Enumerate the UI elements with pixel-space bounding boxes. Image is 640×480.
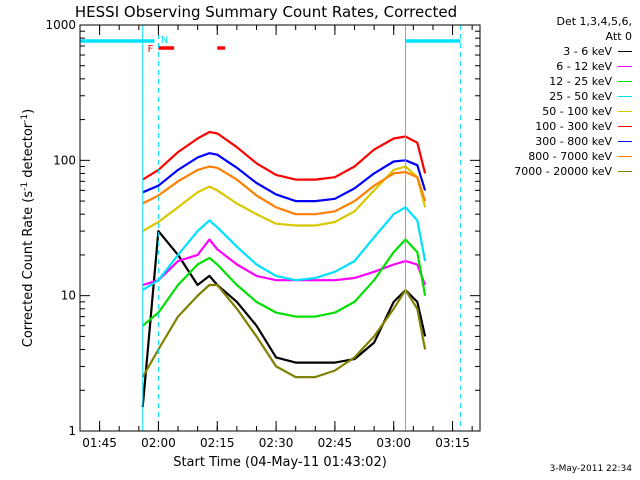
legend-label: 300 - 800 keV <box>535 135 612 148</box>
legend-swatch <box>618 66 632 67</box>
series-line-2 <box>142 238 427 287</box>
series-line-7 <box>142 152 427 203</box>
y-tick-label: 100 <box>53 153 76 167</box>
legend-swatch <box>618 111 632 112</box>
legend-swatch <box>618 96 632 97</box>
legend-header-line-1: Det 1,3,4,5,6, <box>556 15 632 28</box>
legend-label: 25 - 50 keV <box>549 90 612 103</box>
legend-entry: 12 - 25 keV <box>514 74 632 89</box>
legend-swatch <box>618 141 632 142</box>
legend-swatch <box>618 126 632 127</box>
series-layer <box>141 130 427 408</box>
x-tick-label: 02:45 <box>318 436 353 450</box>
flag-label-f: F <box>148 44 154 55</box>
legend: Det 1,3,4,5,6, Att 0 3 - 6 keV 6 - 12 ke… <box>514 14 632 179</box>
x-tick-label: 02:15 <box>200 436 235 450</box>
y-tick-label: 10 <box>61 289 76 303</box>
legend-label: 3 - 6 keV <box>563 45 612 58</box>
x-tick-label: 03:00 <box>376 436 411 450</box>
legend-label: 100 - 300 keV <box>535 120 612 133</box>
y-tick-label: 1000 <box>45 18 76 32</box>
legend-header-line-2: Att 0 <box>605 30 632 43</box>
legend-label: 6 - 12 keV <box>556 60 612 73</box>
legend-swatch <box>618 156 632 157</box>
legend-label: 800 - 7000 keV <box>528 150 612 163</box>
y-axis-label: Corrected Count Rate (s-1 detector-1) <box>20 109 36 347</box>
series-line-6 <box>142 130 427 181</box>
legend-label: 7000 - 20000 keV <box>514 165 612 178</box>
x-tick-label: 02:00 <box>141 436 176 450</box>
series-line-4 <box>142 206 427 292</box>
annotation-layer: FN <box>80 25 461 431</box>
legend-entry: 3 - 6 keV <box>514 44 632 59</box>
legend-swatch <box>618 171 632 172</box>
x-tick-label: 03:15 <box>435 436 470 450</box>
legend-label: 12 - 25 keV <box>549 75 612 88</box>
legend-entry: 300 - 800 keV <box>514 134 632 149</box>
plot-frame <box>79 24 481 432</box>
legend-entry: 6 - 12 keV <box>514 59 632 74</box>
series-line-8 <box>142 165 427 216</box>
legend-entry: 7000 - 20000 keV <box>514 164 632 179</box>
x-axis: 01:45 02:00 02:15 02:30 02:45 03:00 03:15 <box>79 25 473 450</box>
series-line-3 <box>141 238 427 327</box>
legend-entry: 25 - 50 keV <box>514 89 632 104</box>
legend-entry: 50 - 100 keV <box>514 104 632 119</box>
legend-swatch <box>618 81 632 82</box>
series-line-1 <box>141 230 427 408</box>
series-line-9 <box>141 283 427 379</box>
legend-entry: 100 - 300 keV <box>514 119 632 134</box>
x-tick-label: 02:30 <box>259 436 294 450</box>
chart-title: HESSI Observing Summary Count Rates, Cor… <box>75 3 457 21</box>
legend-label: 50 - 100 keV <box>542 105 612 118</box>
x-axis-label: Start Time (04-May-11 01:43:02) <box>173 455 387 470</box>
series-line-5 <box>142 165 427 233</box>
y-axis: 1 10 100 1000 <box>45 18 480 438</box>
x-tick-label: 01:45 <box>82 436 117 450</box>
timestamp: 3-May-2011 22:34 <box>549 464 632 474</box>
legend-swatch <box>618 51 632 52</box>
flag-label-n: N <box>161 35 168 46</box>
legend-entry: 800 - 7000 keV <box>514 149 632 164</box>
y-tick-label: 1 <box>68 424 76 438</box>
